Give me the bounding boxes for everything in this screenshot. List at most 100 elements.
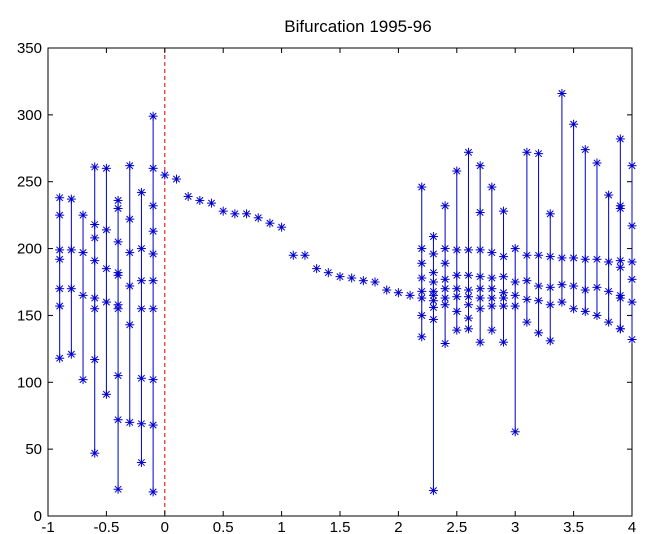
- data-point: [475, 293, 485, 303]
- data-point: [136, 458, 146, 468]
- data-group: [207, 198, 217, 208]
- data-group: [277, 222, 287, 232]
- data-group: [580, 145, 590, 316]
- data-point: [615, 134, 625, 144]
- data-point: [452, 270, 462, 280]
- data-point: [90, 448, 100, 458]
- data-point: [604, 317, 614, 327]
- data-point: [90, 162, 100, 172]
- data-point: [615, 203, 625, 213]
- data-point: [534, 281, 544, 291]
- data-point: [148, 375, 158, 385]
- data-group: [358, 276, 368, 286]
- data-point: [66, 194, 76, 204]
- data-point: [615, 293, 625, 303]
- data-point: [136, 187, 146, 197]
- data-group: [125, 161, 135, 427]
- data-point: [136, 244, 146, 254]
- data-point: [557, 280, 567, 290]
- data-point: [55, 284, 65, 294]
- data-point: [382, 285, 392, 295]
- data-point: [615, 324, 625, 334]
- data-point: [428, 314, 438, 324]
- data-group: [288, 250, 298, 260]
- data-point: [463, 285, 473, 295]
- data-point: [545, 209, 555, 219]
- data-group: [101, 163, 111, 399]
- data-point: [148, 201, 158, 211]
- data-point: [592, 254, 602, 264]
- data-point: [90, 355, 100, 365]
- data-point: [417, 273, 427, 283]
- data-point: [78, 248, 88, 258]
- data-point: [510, 244, 520, 254]
- data-point: [148, 420, 158, 430]
- data-point: [101, 225, 111, 235]
- data-point: [207, 198, 217, 208]
- data-group: [113, 195, 123, 494]
- data-point: [557, 297, 567, 307]
- data-point: [55, 193, 65, 203]
- y-tick-label: 0: [34, 508, 42, 525]
- data-point: [300, 250, 310, 260]
- data-group: [78, 210, 88, 385]
- data-point: [113, 195, 123, 205]
- data-point: [230, 209, 240, 219]
- data-point: [534, 250, 544, 260]
- data-point: [101, 297, 111, 307]
- data-group: [195, 195, 205, 205]
- data-point: [417, 310, 427, 320]
- data-point: [323, 268, 333, 278]
- data-point: [417, 244, 427, 254]
- data-point: [545, 336, 555, 346]
- data-point: [487, 293, 497, 303]
- y-tick-label: 150: [17, 307, 42, 324]
- data-group: [335, 272, 345, 282]
- data-point: [627, 257, 637, 267]
- data-point: [78, 210, 88, 220]
- data-group: [300, 250, 310, 260]
- data-point: [534, 149, 544, 159]
- data-group: [171, 174, 181, 184]
- data-group: [312, 264, 322, 274]
- data-point: [475, 245, 485, 255]
- x-tick-label: 0.5: [213, 519, 234, 534]
- data-point: [136, 276, 146, 286]
- data-point: [545, 282, 555, 292]
- x-tick-label: 1.5: [330, 519, 351, 534]
- data-point: [55, 245, 65, 255]
- data-point: [475, 337, 485, 347]
- data-group: [218, 206, 228, 216]
- data-point: [113, 237, 123, 247]
- data-point: [627, 221, 637, 231]
- y-tick-label: 100: [17, 374, 42, 391]
- data-group: [592, 158, 602, 320]
- data-point: [499, 301, 509, 311]
- data-point: [335, 272, 345, 282]
- data-point: [78, 375, 88, 385]
- plot-frame: [47, 47, 633, 517]
- data-point: [499, 252, 509, 262]
- x-tick-label: 3.5: [563, 519, 584, 534]
- data-group: [463, 147, 473, 334]
- data-point: [125, 281, 135, 291]
- data-point: [440, 201, 450, 211]
- data-point: [487, 301, 497, 311]
- data-point: [66, 284, 76, 294]
- data-layer: [55, 88, 637, 497]
- data-point: [522, 147, 532, 157]
- data-point: [463, 245, 473, 255]
- data-point: [101, 163, 111, 173]
- data-point: [452, 325, 462, 335]
- data-point: [265, 218, 275, 228]
- x-tick-label: 0: [161, 519, 169, 534]
- data-point: [66, 349, 76, 359]
- x-tick-label: -1: [41, 519, 54, 534]
- data-point: [545, 252, 555, 262]
- data-point: [136, 373, 146, 383]
- data-point: [125, 214, 135, 224]
- x-tick-label: 3: [511, 519, 519, 534]
- data-group: [160, 170, 170, 180]
- data-point: [125, 417, 135, 427]
